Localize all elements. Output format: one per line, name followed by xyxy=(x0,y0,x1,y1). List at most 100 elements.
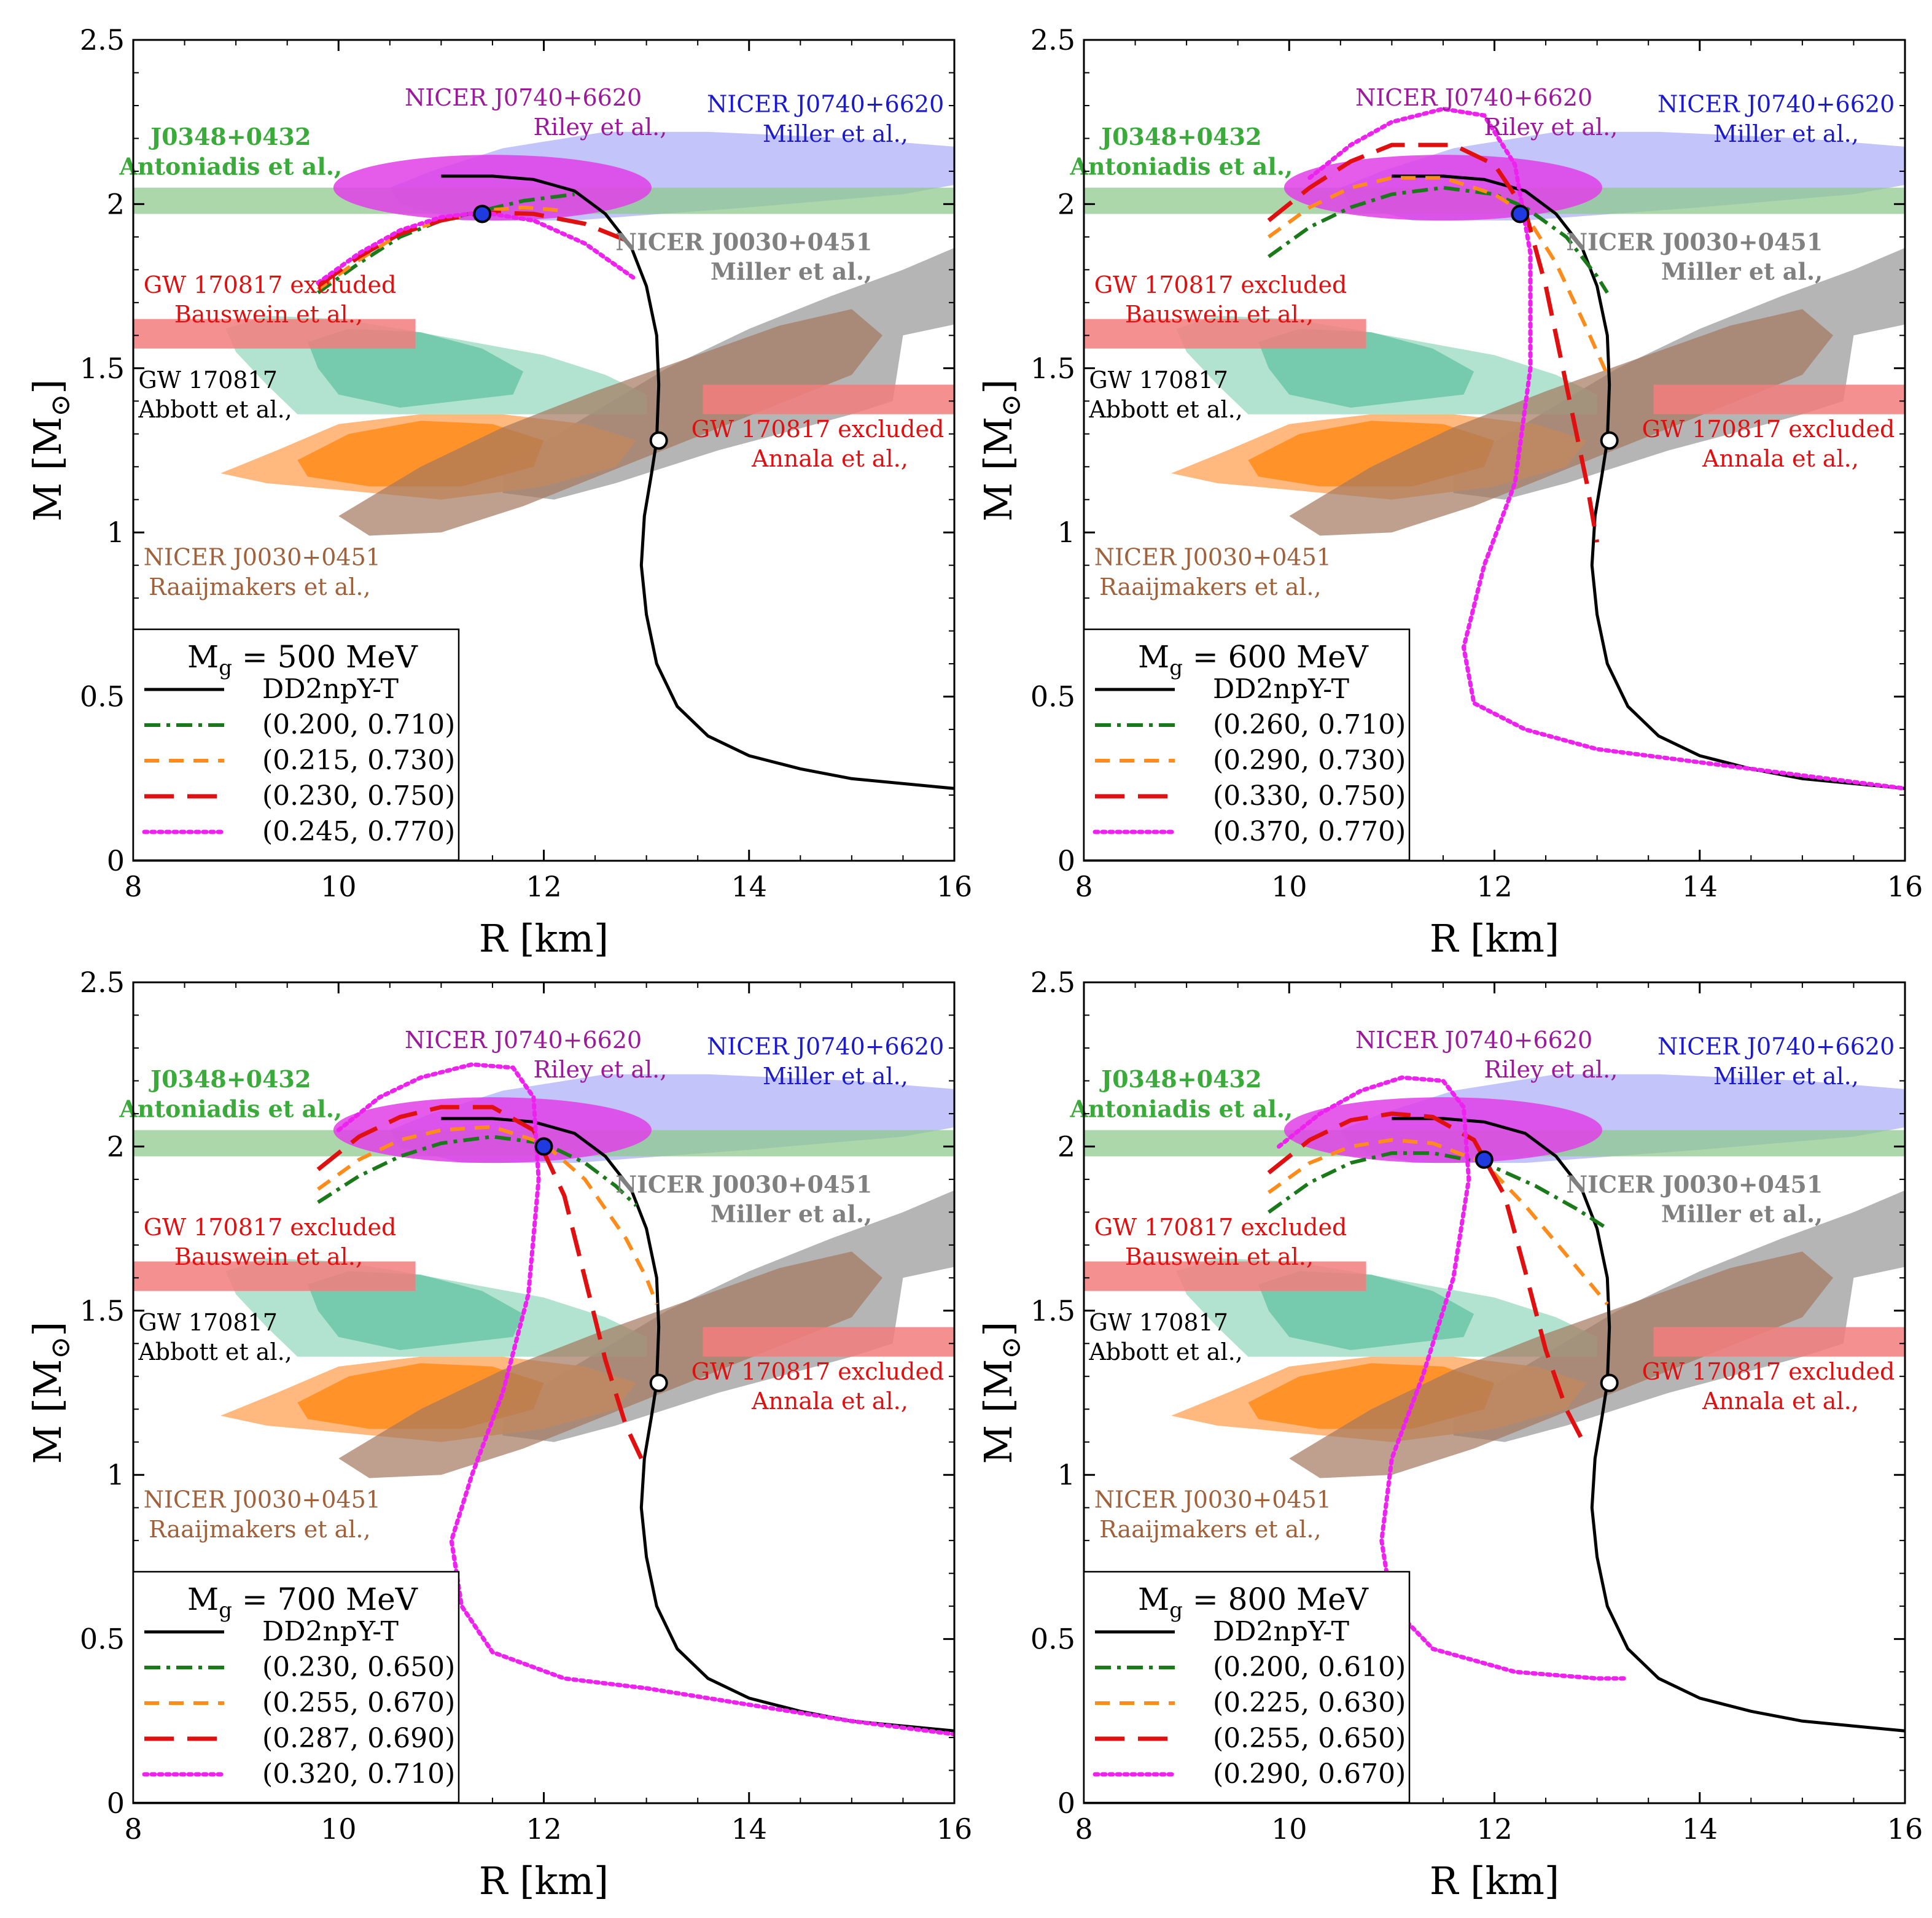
y-axis-title-main: M [M xyxy=(976,417,1021,522)
raaij-authors: Raaijmakers et al., xyxy=(1099,1516,1321,1543)
miller0030-label: NICER J0030+0451 xyxy=(615,1170,872,1198)
blue-marker xyxy=(1511,204,1530,223)
x-tick-label: 10 xyxy=(321,1812,357,1846)
bauswein-excluded-band xyxy=(133,1261,416,1291)
y-axis-title-close: ] xyxy=(25,1322,70,1337)
legend-entry: (0.200, 0.610) xyxy=(1213,1652,1406,1683)
bauswein-excluded-band xyxy=(1084,319,1366,349)
x-tick-label: 8 xyxy=(1075,870,1093,903)
brown-region xyxy=(338,1251,882,1478)
raaij-authors: Raaijmakers et al., xyxy=(149,573,370,600)
raaij-label: NICER J0030+0451 xyxy=(1094,544,1331,571)
j0348-label: J0348+0432 xyxy=(1099,1065,1261,1093)
x-tick-label: 8 xyxy=(1075,1812,1093,1846)
riley-authors: Riley et al., xyxy=(1484,1056,1618,1083)
y-tick-label: 2.5 xyxy=(80,966,125,999)
legend-entry: DD2npY-T xyxy=(1213,674,1349,705)
y-axis-title-text: M [M⊙] xyxy=(25,379,76,522)
miller0030-label: NICER J0030+0451 xyxy=(1566,1170,1823,1198)
miller0740-authors: Miller et al., xyxy=(763,1063,908,1090)
y-tick-label: 2 xyxy=(107,187,125,220)
y-axis-title-sub: ⊙ xyxy=(45,1337,76,1359)
brown-region xyxy=(1289,1251,1833,1478)
j0348-authors: Antoniadis et al., xyxy=(1069,152,1293,180)
series-curve-4 xyxy=(1277,1075,1630,1681)
legend-title-rest: = 500 MeV xyxy=(232,639,418,675)
x-tick-label: 12 xyxy=(1476,1812,1513,1846)
raaij-label: NICER J0030+0451 xyxy=(144,1486,381,1513)
white-marker xyxy=(1600,431,1619,450)
j0348-authors: Antoniadis et al., xyxy=(119,152,342,180)
y-tick-label: 2 xyxy=(1058,187,1075,220)
series-curve-1 xyxy=(1268,1151,1608,1230)
legend-entry: DD2npY-T xyxy=(262,1616,399,1647)
series-curve-2 xyxy=(1268,176,1610,376)
dd2npy-t-curve xyxy=(441,1117,954,1733)
riley-label: NICER J0740+6620 xyxy=(405,84,642,111)
riley-label: NICER J0740+6620 xyxy=(1355,1027,1592,1054)
y-tick-label: 2.5 xyxy=(80,23,125,56)
y-tick-label: 1.5 xyxy=(80,352,125,385)
series-curve-4 xyxy=(336,1062,954,1737)
series-curve-4 xyxy=(316,210,639,285)
x-tick-label: 10 xyxy=(321,870,357,903)
annala-excluded-band xyxy=(703,384,954,414)
y-tick-label: 0 xyxy=(107,844,125,877)
white-marker xyxy=(1600,1373,1619,1392)
legend-entry: (0.215, 0.730) xyxy=(262,745,455,776)
series-curve-3 xyxy=(1267,142,1600,543)
miller0740-authors: Miller et al., xyxy=(763,120,908,147)
miller0740-authors: Miller et al., xyxy=(1713,1063,1859,1090)
legend-title-sub: g xyxy=(219,1598,232,1623)
bauswein-authors: Bauswein et al., xyxy=(1125,301,1314,328)
white-marker xyxy=(649,1373,668,1392)
x-tick-label: 12 xyxy=(1476,870,1513,903)
riley-region xyxy=(1283,1097,1602,1163)
legend-entry: DD2npY-T xyxy=(262,674,399,705)
dd2npy-t-curve xyxy=(1392,1117,1905,1733)
x-tick-label: 16 xyxy=(1887,870,1923,903)
y-axis-title-text: M [M⊙] xyxy=(976,1322,1027,1464)
dd2npy-t-curve xyxy=(1392,174,1905,790)
blue-marker xyxy=(473,204,492,223)
raaij-authors: Raaijmakers et al., xyxy=(1099,573,1321,600)
legend-entry: DD2npY-T xyxy=(1213,1616,1349,1647)
y-axis-title-sub: ⊙ xyxy=(995,1337,1027,1359)
y-tick-label: 1 xyxy=(107,516,125,549)
legend-entry: (0.230, 0.650) xyxy=(262,1652,455,1683)
legend-entry: (0.230, 0.750) xyxy=(262,780,455,812)
y-tick-label: 0.5 xyxy=(80,680,125,713)
annala-label: GW 170817 excluded xyxy=(1642,1358,1895,1385)
annala-label: GW 170817 excluded xyxy=(691,416,945,443)
legend-title-main: M xyxy=(1138,639,1169,675)
blue-marker xyxy=(534,1137,553,1156)
abbott-authors: Abbott et al., xyxy=(1088,396,1242,423)
bauswein-label: GW 170817 excluded xyxy=(1094,1214,1347,1241)
miller0030-authors: Miller et al., xyxy=(1661,257,1823,285)
abbott-label: GW 170817 xyxy=(138,1309,278,1336)
y-axis-title-sub: ⊙ xyxy=(45,394,76,417)
legend-box xyxy=(132,1571,460,1804)
x-tick-label: 12 xyxy=(526,870,562,903)
legend-box xyxy=(1083,628,1411,861)
y-tick-label: 2 xyxy=(107,1130,125,1163)
miller0030-label: NICER J0030+0451 xyxy=(1566,228,1823,255)
x-tick-label: 8 xyxy=(124,1812,142,1846)
plot-area xyxy=(1084,106,1905,791)
bauswein-authors: Bauswein et al., xyxy=(1125,1243,1314,1270)
brown-region xyxy=(338,309,882,536)
annala-authors: Annala et al., xyxy=(751,1388,908,1415)
j0348-authors: Antoniadis et al., xyxy=(119,1095,342,1122)
dd2npy-t-curve xyxy=(441,174,954,790)
miller0030-authors: Miller et al., xyxy=(711,1200,872,1227)
legend-title: Mg = 700 MeV xyxy=(187,1582,418,1623)
y-tick-label: 0 xyxy=(1058,844,1075,877)
miller0030-authors: Miller et al., xyxy=(711,257,872,285)
legend-entry: (0.225, 0.630) xyxy=(1213,1687,1406,1718)
plot-area xyxy=(1084,1074,1905,1733)
y-axis-title-main: M [M xyxy=(976,1359,1021,1464)
riley-region xyxy=(333,155,652,221)
x-tick-label: 14 xyxy=(731,1812,767,1846)
